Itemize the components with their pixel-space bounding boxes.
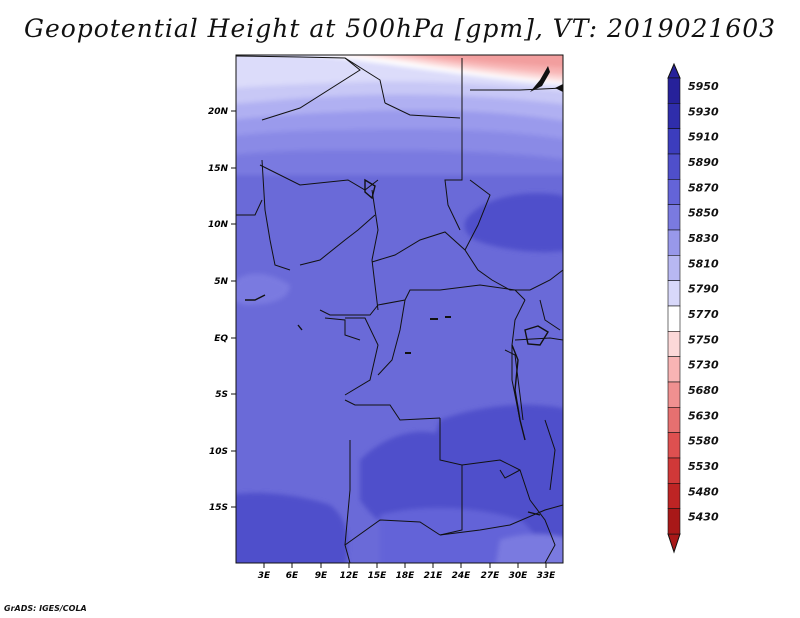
lon-label: 12E <box>340 571 360 581</box>
lat-label: 5N <box>214 277 228 287</box>
colorbar-label: 5910 <box>688 131 719 144</box>
lat-label: 10N <box>208 220 229 230</box>
lon-label: 33E <box>537 571 557 581</box>
lon-label: 9E <box>315 571 328 581</box>
colorbar-label: 5870 <box>688 181 719 194</box>
colorbar-label: 5930 <box>688 105 719 118</box>
colorbar-bottom-arrow <box>667 533 681 554</box>
colorbar-swatch <box>667 103 681 129</box>
lon-label: 3E <box>258 571 271 581</box>
colorbar: 5950 5930 5910 5890 5870 5850 5830 5810 5790 5770… <box>667 62 719 554</box>
lon-label: 15E <box>368 571 388 581</box>
colorbar-label: 5950 <box>688 80 719 93</box>
colorbar-swatch <box>667 331 681 357</box>
lat-label: 10S <box>209 447 228 457</box>
country-borders <box>236 55 563 563</box>
lon-label: 30E <box>509 571 529 581</box>
colorbar-label: 5750 <box>688 333 719 346</box>
lat-label: 5S <box>215 390 228 400</box>
colorbar-label: 5830 <box>688 232 719 245</box>
colorbar-swatch <box>667 229 681 256</box>
lat-label: 20N <box>208 107 229 117</box>
colorbar-swatch <box>667 280 681 307</box>
latitude-axis: 20N 15N 10N 5N EQ 5S 10S 15S <box>208 107 236 513</box>
colorbar-swatch <box>667 407 681 433</box>
colorbar-label: 5730 <box>688 359 719 372</box>
map-title: Geopotential Height at 500hPa [gpm], VT:… <box>23 14 777 43</box>
colorbar-label: 5810 <box>688 257 719 270</box>
height-field <box>236 55 563 563</box>
grads-credit: GrADS: IGES/COLA <box>4 604 87 613</box>
colorbar-swatch <box>667 255 681 281</box>
lon-label: 18E <box>396 571 416 581</box>
colorbar-swatch <box>667 508 681 535</box>
lon-label: 27E <box>481 571 501 581</box>
colorbar-swatch <box>667 128 681 155</box>
lat-label: EQ <box>214 334 228 344</box>
colorbar-swatch <box>667 204 681 231</box>
colorbar-swatch <box>667 483 681 509</box>
colorbar-label: 5580 <box>688 435 719 448</box>
colorbar-label: 5850 <box>688 207 719 220</box>
lon-label: 6E <box>286 571 299 581</box>
colorbar-label: 5530 <box>688 460 719 473</box>
colorbar-swatch <box>667 179 681 205</box>
colorbar-label: 5430 <box>688 511 719 524</box>
colorbar-label: 5480 <box>688 485 719 498</box>
colorbar-label: 5680 <box>688 384 719 397</box>
colorbar-label: 5770 <box>688 308 719 321</box>
colorbar-swatch <box>667 153 681 180</box>
lat-label: 15S <box>209 503 228 513</box>
lon-label: 24E <box>452 571 472 581</box>
colorbar-label: 5630 <box>688 409 719 422</box>
colorbar-swatch <box>667 77 681 104</box>
colorbar-swatch <box>667 381 681 408</box>
colorbar-label: 5790 <box>688 283 719 296</box>
lon-label: 21E <box>424 571 444 581</box>
colorbar-swatch <box>667 356 681 383</box>
map-frame <box>235 54 564 564</box>
colorbar-label: 5890 <box>688 156 719 169</box>
colorbar-top-arrow <box>667 62 681 79</box>
lat-label: 15N <box>208 164 229 174</box>
colorbar-swatch <box>667 305 681 332</box>
colorbar-swatch <box>667 432 681 459</box>
colorbar-swatch <box>667 457 681 484</box>
longitude-axis: 3E 6E 9E 12E 15E 18E 21E 24E 27E 30E 33E <box>258 563 556 581</box>
